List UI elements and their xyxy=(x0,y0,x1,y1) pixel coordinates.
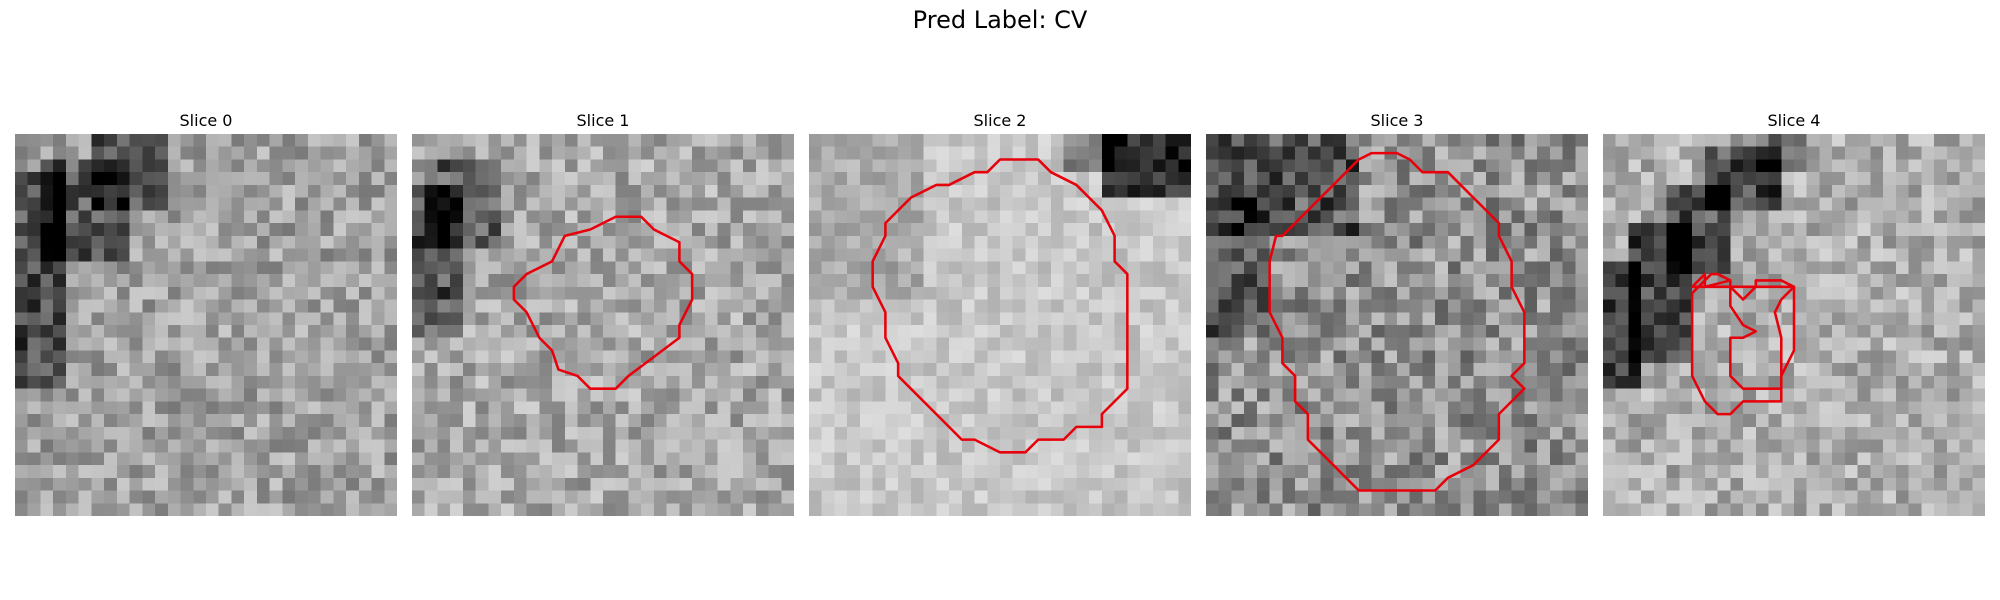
segmentation-contour xyxy=(1268,151,1526,492)
segmentation-contour xyxy=(1690,272,1796,416)
slice-image-4 xyxy=(1603,134,1985,516)
slice-panel-0: Slice 0 xyxy=(15,108,397,516)
segmentation-contour xyxy=(512,215,694,390)
figure-title: Pred Label: CV xyxy=(912,6,1088,34)
slice-panel-3: Slice 3 xyxy=(1206,108,1588,516)
slice-title-2: Slice 2 xyxy=(973,111,1027,130)
slice-image-3 xyxy=(1206,134,1588,516)
slice-panel-4: Slice 4 xyxy=(1603,108,1985,516)
slice-image-0 xyxy=(15,134,397,516)
slice-panel-2: Slice 2 xyxy=(809,108,1191,516)
segmentation-contour xyxy=(871,158,1129,454)
slice-image-1 xyxy=(412,134,794,516)
slice-title-4: Slice 4 xyxy=(1767,111,1821,130)
slice-title-0: Slice 0 xyxy=(179,111,233,130)
slice-panel-1: Slice 1 xyxy=(412,108,794,516)
slice-title-3: Slice 3 xyxy=(1370,111,1424,130)
slice-title-1: Slice 1 xyxy=(576,111,630,130)
slice-image-2 xyxy=(809,134,1191,516)
